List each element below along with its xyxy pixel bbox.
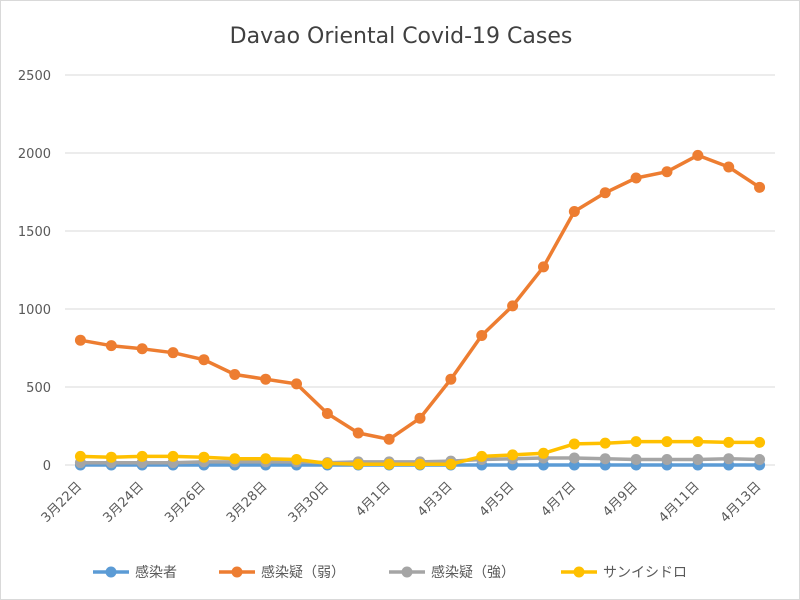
data-point: [661, 436, 673, 448]
data-point: [754, 181, 766, 193]
legend-item: サンイシドロ: [561, 565, 687, 581]
data-point: [136, 450, 148, 462]
legend-item: 感染疑（強）: [389, 564, 515, 581]
data-point: [754, 454, 766, 466]
data-point: [229, 453, 241, 465]
x-tick-label: 3月28日: [224, 479, 271, 526]
data-point: [599, 187, 611, 199]
data-point: [723, 436, 735, 448]
y-tick-label: 0: [43, 459, 51, 474]
data-point: [692, 454, 704, 466]
data-point: [630, 172, 642, 184]
data-point: [352, 458, 364, 470]
data-point: [692, 149, 704, 161]
data-point: [167, 450, 179, 462]
x-tick-label: 4月5日: [477, 479, 518, 520]
series-4: [74, 436, 766, 470]
legend-marker: [401, 566, 413, 578]
data-point: [198, 451, 210, 463]
data-point: [630, 454, 642, 466]
x-tick-label: 4月13日: [718, 479, 765, 526]
data-point: [445, 458, 457, 470]
data-point: [352, 427, 364, 439]
data-point: [321, 408, 333, 420]
data-point: [507, 300, 519, 312]
legend-marker: [105, 566, 117, 578]
data-point: [260, 453, 272, 465]
chart-title: Davao Oriental Covid-19 Cases: [230, 24, 573, 49]
data-point: [692, 436, 704, 448]
plot-area: [74, 149, 766, 471]
x-tick-label: 4月3日: [415, 479, 456, 520]
data-point: [568, 452, 580, 464]
data-point: [445, 373, 457, 385]
data-point: [599, 453, 611, 465]
data-point: [476, 450, 488, 462]
data-point: [568, 206, 580, 217]
x-tick-label: 4月9日: [600, 479, 641, 520]
data-point: [167, 347, 179, 359]
data-point: [383, 433, 395, 445]
data-point: [537, 261, 549, 273]
x-axis-ticks: 3月22日 3月24日 3月26日 3月28日 3月30日 4月1日 4月3日 4月5日 4月7…: [39, 479, 765, 526]
series-line: [78, 153, 762, 442]
data-point: [291, 378, 303, 390]
legend-label: サンイシドロ: [603, 565, 687, 581]
legend: 感染者 感染疑（弱） 感染疑（強） サンイシドロ: [93, 564, 687, 581]
data-point: [476, 330, 488, 342]
data-point: [630, 436, 642, 448]
x-tick-label: 3月22日: [39, 479, 86, 526]
x-tick-label: 4月7日: [538, 479, 579, 520]
data-point: [383, 458, 395, 470]
data-point: [754, 436, 766, 448]
x-tick-label: 3月30日: [286, 479, 333, 526]
data-point: [537, 447, 549, 459]
legend-label: 感染疑（強）: [431, 564, 515, 581]
legend-item: 感染者: [93, 564, 177, 581]
data-point: [74, 334, 86, 346]
legend-label: 感染者: [135, 564, 177, 581]
y-tick-label: 1500: [18, 225, 51, 240]
data-point: [136, 343, 148, 355]
y-tick-label: 500: [26, 381, 51, 396]
data-point: [260, 373, 272, 385]
gridlines: [65, 74, 775, 466]
data-point: [507, 449, 519, 461]
y-tick-label: 1000: [18, 303, 51, 318]
x-tick-label: 3月26日: [162, 479, 209, 526]
data-point: [105, 340, 117, 352]
data-point: [291, 454, 303, 466]
data-point: [229, 369, 241, 381]
data-point: [198, 354, 210, 366]
x-tick-label: 4月11日: [656, 479, 703, 526]
y-tick-label: 2000: [18, 147, 51, 162]
legend-marker: [231, 566, 243, 578]
data-point: [74, 450, 86, 462]
data-point: [568, 438, 580, 450]
legend-marker: [573, 566, 585, 578]
data-point: [723, 161, 735, 173]
data-point: [661, 454, 673, 466]
data-point: [105, 451, 117, 463]
y-axis-ticks: 0 500 1000 1500 2000 2500: [18, 69, 51, 474]
legend-label: 感染疑（弱）: [261, 564, 345, 581]
data-point: [414, 458, 426, 470]
data-point: [661, 166, 673, 178]
x-tick-label: 4月1日: [353, 479, 394, 520]
legend-item: 感染疑（弱）: [219, 564, 345, 581]
series-2: [74, 149, 766, 445]
data-point: [599, 437, 611, 449]
data-point: [723, 453, 735, 465]
y-tick-label: 2500: [18, 69, 51, 84]
data-point: [414, 412, 426, 424]
x-tick-label: 3月24日: [100, 479, 147, 526]
data-point: [321, 457, 333, 469]
